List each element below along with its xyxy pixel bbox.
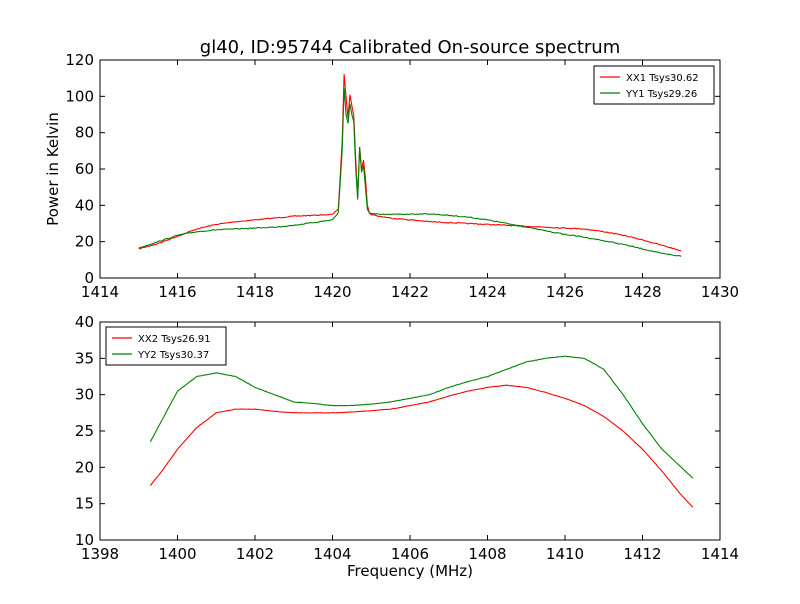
x-tick-label: 1406: [391, 545, 429, 563]
x-tick-label: 1408: [468, 545, 506, 563]
legend-box: [105, 326, 227, 366]
x-tick-label: 1410: [546, 545, 584, 563]
y-tick-label: 60: [75, 160, 94, 178]
x-tick-label: 1402: [236, 545, 274, 563]
y-tick-label: 100: [65, 87, 94, 105]
y-tick-label: 80: [75, 124, 94, 142]
y-tick-label: 35: [75, 349, 94, 367]
bottom-panel: 1398 1400 1402 1404 1406 1408 1410 1412 1414 10 15…: [75, 313, 739, 580]
series-line-yy1: [138, 87, 682, 257]
series-line-xx1: [138, 74, 682, 252]
x-tick-label: 1398: [81, 545, 119, 563]
series-line-xx2: [149, 384, 694, 508]
x-tick-label: 1400: [158, 545, 196, 563]
x-tick-label: 1426: [546, 283, 584, 301]
x-axis-label: Frequency (MHz): [347, 562, 473, 580]
x-tick-label: 1404: [313, 545, 351, 563]
x-tick-label: 1420: [313, 283, 351, 301]
x-tick-label: 1414: [81, 283, 119, 301]
y-tick-label: 30: [75, 386, 94, 404]
x-tick-label: 1414: [701, 545, 739, 563]
x-tick-label: 1422: [391, 283, 429, 301]
x-tick-label: 1412: [623, 545, 661, 563]
y-tick-label: 25: [75, 422, 94, 440]
y-tick-label: 0: [84, 269, 94, 287]
y-tick-label: 10: [75, 531, 94, 549]
top-panel: 1414 1416 1418 1420 1422 1424 1426 1428 1430 0 20 4…: [44, 51, 739, 301]
legend-entry: XX2 Tsys26.91: [138, 334, 211, 345]
legend-entry: XX1 Tsys30.62: [626, 73, 699, 84]
x-tick-label: 1416: [158, 283, 196, 301]
legend-entry: YY1 Tsys29.26: [625, 89, 697, 100]
chart-title: gl40, ID:95744 Calibrated On-source spec…: [200, 37, 620, 58]
x-tick-label: 1424: [468, 283, 506, 301]
legend-box: [593, 65, 715, 105]
y-tick-label: 15: [75, 495, 94, 513]
x-tick-label: 1428: [623, 283, 661, 301]
x-tick-label: 1418: [236, 283, 274, 301]
y-tick-label: 20: [75, 233, 94, 251]
y-axis-label: Power in Kelvin: [44, 112, 62, 226]
legend-entry: YY2 Tsys30.37: [137, 350, 209, 361]
x-tick-label: 1430: [701, 283, 739, 301]
y-tick-label: 40: [75, 313, 94, 331]
y-tick-label: 120: [65, 51, 94, 69]
y-tick-label: 40: [75, 196, 94, 214]
y-tick-label: 20: [75, 458, 94, 476]
series-line-yy2: [149, 355, 694, 479]
